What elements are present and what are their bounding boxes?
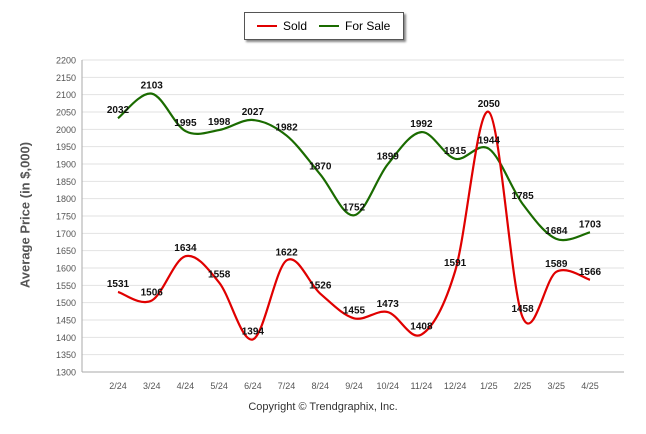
x-tick-label: 3/24 <box>143 381 161 391</box>
data-label-sold: 1526 <box>309 281 332 292</box>
x-tick-label: 2/25 <box>514 381 532 391</box>
data-label-sold: 1591 <box>444 258 467 269</box>
data-label-for-sale: 1915 <box>444 146 467 157</box>
data-label-sold: 1558 <box>208 270 231 281</box>
legend-item-sold: Sold <box>257 19 307 33</box>
data-label-sold: 1506 <box>141 288 164 299</box>
copyright-text: Copyright © Trendgraphix, Inc. <box>248 401 398 413</box>
y-tick-label: 1450 <box>56 316 76 326</box>
data-label-for-sale: 1899 <box>377 151 400 162</box>
y-tick-label: 2000 <box>56 125 76 135</box>
data-label-for-sale: 1703 <box>579 219 602 230</box>
y-tick-label: 1500 <box>56 298 76 308</box>
y-axis-label: Average Price (in $,000) <box>17 141 33 289</box>
data-label-for-sale: 2027 <box>242 107 265 118</box>
data-label-for-sale: 1785 <box>511 191 534 202</box>
y-tick-label: 1400 <box>56 333 76 343</box>
x-tick-label: 9/24 <box>345 381 363 391</box>
y-tick-label: 1700 <box>56 229 76 239</box>
y-tick-label: 1800 <box>56 194 76 204</box>
y-tick-label: 1850 <box>56 177 76 187</box>
data-label-for-sale: 1998 <box>208 117 231 128</box>
y-tick-label: 1650 <box>56 246 76 256</box>
data-label-for-sale: 1944 <box>478 136 501 147</box>
x-tick-label: 10/24 <box>376 381 399 391</box>
y-tick-label: 1750 <box>56 212 76 222</box>
data-label-sold: 1566 <box>579 267 602 278</box>
series-line-sold <box>117 110 591 341</box>
data-label-sold: 1408 <box>410 322 433 333</box>
data-label-sold: 1634 <box>174 243 197 254</box>
legend-swatch-sold <box>257 25 277 27</box>
y-tick-label: 2200 <box>56 56 76 66</box>
x-tick-label: 12/24 <box>444 381 467 391</box>
x-tick-label: 8/24 <box>312 381 330 391</box>
data-label-sold: 1394 <box>242 326 265 337</box>
legend-item-for-sale: For Sale <box>319 19 390 33</box>
y-tick-label: 1950 <box>56 142 76 152</box>
data-label-sold: 2050 <box>478 99 501 110</box>
legend-label-sold: Sold <box>283 19 308 33</box>
data-labels: 1531 1506 1634 1558 1394 1622 1526 1455 1473 1408… <box>107 81 602 338</box>
x-tick-label: 3/25 <box>548 381 566 391</box>
y-axis: 1300 1350 1400 1450 1500 1550 1600 1650 1700 1750… <box>56 56 83 378</box>
y-tick-label: 1600 <box>56 264 76 274</box>
x-axis: 2/24 3/24 4/24 5/24 6/24 7/24 8/24 9/24 10/24 11/… <box>82 371 624 391</box>
y-tick-label: 1900 <box>56 160 76 170</box>
data-label-sold: 1458 <box>511 304 534 315</box>
legend-label-for-sale: For Sale <box>345 19 391 33</box>
data-label-for-sale: 1995 <box>174 118 197 129</box>
data-label-for-sale: 2032 <box>107 105 130 116</box>
x-tick-label: 7/24 <box>278 381 296 391</box>
data-label-for-sale: 1992 <box>410 119 433 130</box>
data-label-sold: 1622 <box>275 247 298 258</box>
y-tick-label: 1350 <box>56 350 76 360</box>
y-tick-label: 1550 <box>56 281 76 291</box>
data-label-for-sale: 1752 <box>343 202 366 213</box>
data-label-for-sale: 1870 <box>309 161 332 172</box>
legend-swatch-for-sale <box>319 25 339 27</box>
data-label-sold: 1531 <box>107 279 130 290</box>
data-label-for-sale: 1982 <box>275 123 298 134</box>
y-tick-label: 2150 <box>56 73 76 83</box>
x-tick-label: 4/25 <box>581 381 599 391</box>
x-tick-label: 1/25 <box>480 381 498 391</box>
x-tick-label: 2/24 <box>109 381 127 391</box>
data-label-sold: 1455 <box>343 305 366 316</box>
data-label-sold: 1589 <box>545 259 568 270</box>
series-layer <box>117 92 591 341</box>
x-tick-label: 5/24 <box>210 381 228 391</box>
y-tick-label: 1300 <box>56 368 76 378</box>
x-tick-label: 4/24 <box>177 381 195 391</box>
series-line-for-sale <box>117 92 591 242</box>
y-tick-label: 2050 <box>56 108 76 118</box>
data-label-for-sale: 1684 <box>545 226 568 237</box>
y-tick-label: 2100 <box>56 90 76 100</box>
x-tick-label: 11/24 <box>410 381 432 391</box>
x-tick-label: 6/24 <box>244 381 262 391</box>
legend: Sold For Sale <box>244 12 404 40</box>
data-label-for-sale: 2103 <box>141 81 164 92</box>
data-label-sold: 1473 <box>377 299 400 310</box>
